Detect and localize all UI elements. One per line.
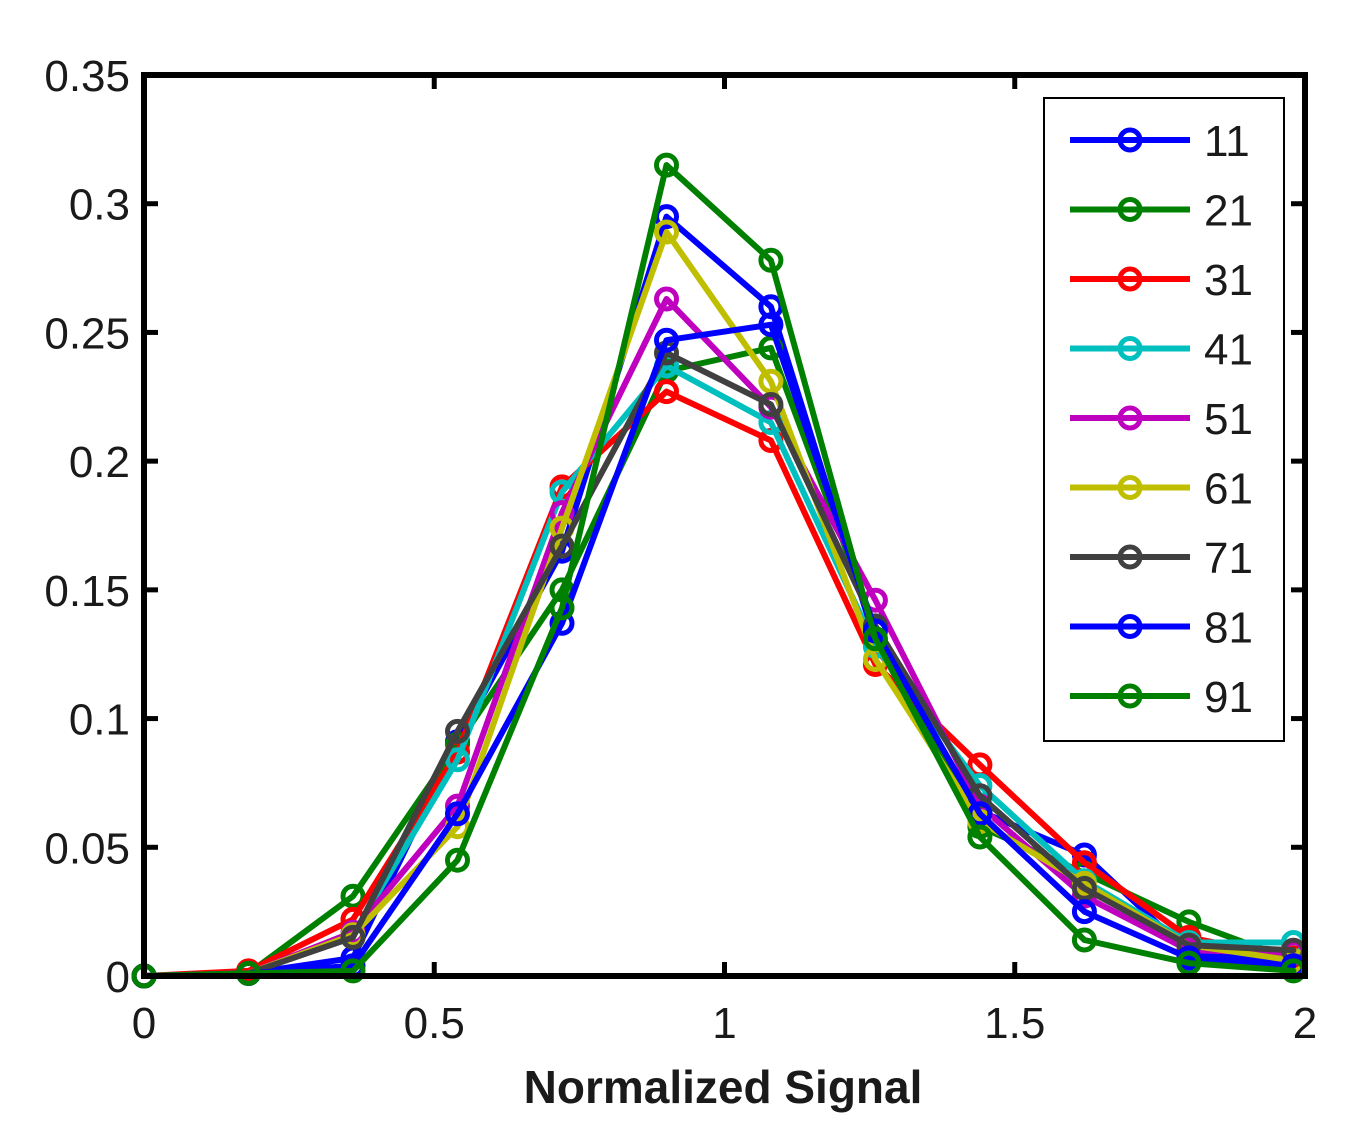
x-tick-label: 0 xyxy=(132,999,156,1048)
data-point-71-9 xyxy=(1071,876,1097,901)
y-tick-label: 0 xyxy=(106,953,130,1002)
data-point-71-3 xyxy=(445,718,470,744)
y-tick-label: 0.3 xyxy=(69,181,130,230)
data-point-81-5 xyxy=(654,327,679,353)
legend-label: 11 xyxy=(1204,117,1250,166)
series-line-91 xyxy=(141,162,1297,979)
x-tick-label: 2 xyxy=(1293,999,1317,1048)
data-point-61-5 xyxy=(654,219,679,245)
legend-label: 91 xyxy=(1204,673,1253,722)
legend-swatch-marker xyxy=(1117,266,1143,292)
legend-label: 21 xyxy=(1204,187,1253,236)
data-point-91-9 xyxy=(1071,927,1097,953)
data-point-91-5 xyxy=(654,152,679,178)
legend-swatch-marker xyxy=(1117,197,1143,222)
x-axis-title: Normalized Signal xyxy=(524,1061,923,1113)
legend-entry-11: 11 xyxy=(1070,117,1250,166)
legend-entry-31: 31 xyxy=(1070,256,1253,305)
legend-entry-21: 21 xyxy=(1070,187,1253,236)
legend-swatch-marker xyxy=(1117,475,1143,500)
legend-entry-61: 61 xyxy=(1070,465,1253,514)
y-tick-label: 0.15 xyxy=(44,567,130,616)
legend-label: 51 xyxy=(1204,395,1253,444)
data-point-71-2 xyxy=(340,924,366,950)
x-tick-label: 1 xyxy=(712,999,736,1048)
legend-swatch-marker xyxy=(1117,127,1143,153)
legend-entry-51: 51 xyxy=(1070,395,1253,444)
series-line-81 xyxy=(141,321,1297,979)
legend-entry-41: 41 xyxy=(1070,326,1253,375)
data-point-91-7 xyxy=(862,626,888,652)
legend-label: 71 xyxy=(1204,534,1253,583)
x-tick-label: 1.5 xyxy=(984,999,1045,1048)
data-point-81-3 xyxy=(445,801,470,827)
axes-layer: 0 0.5 1 1.5 2 0 0.05 0.1 0.15 0.2 0.25 0.3 0.35 xyxy=(44,52,1317,1048)
legend-swatch-marker xyxy=(1117,405,1143,431)
data-point-91-6 xyxy=(758,247,784,273)
series-line-21 xyxy=(141,344,1297,979)
y-tick-label: 0.1 xyxy=(69,696,130,745)
data-point-51-5 xyxy=(654,286,679,312)
series-line-11 xyxy=(141,213,1297,979)
data-point-31-5 xyxy=(654,379,679,405)
legend-entry-71: 71 xyxy=(1070,534,1253,583)
legend-swatch-marker xyxy=(1117,544,1143,570)
series-line-31 xyxy=(141,388,1297,979)
data-point-91-8 xyxy=(967,824,993,850)
legend: 11 21 31 41 51 61 71 81 91 xyxy=(1043,97,1285,742)
data-point-61-6 xyxy=(758,368,784,394)
data-point-81-6 xyxy=(758,312,784,338)
legend-label: 61 xyxy=(1204,465,1253,514)
y-tick-label: 0.2 xyxy=(69,438,130,487)
data-point-91-3 xyxy=(445,847,470,873)
legend-swatch-marker xyxy=(1117,336,1143,361)
data-point-91-4 xyxy=(549,595,575,621)
legend-entry-81: 81 xyxy=(1070,604,1253,653)
data-point-91-2 xyxy=(340,958,366,984)
data-point-71-6 xyxy=(758,392,784,417)
series-line-71 xyxy=(141,350,1297,979)
y-tick-label: 0.25 xyxy=(44,309,130,358)
y-tick-label: 0.05 xyxy=(44,824,130,873)
legend-swatch-marker xyxy=(1117,614,1143,639)
data-point-21-2 xyxy=(340,883,366,909)
legend-label: 81 xyxy=(1204,604,1253,653)
legend-label: 31 xyxy=(1204,256,1253,305)
x-tick-label: 0.5 xyxy=(404,999,465,1048)
legend-label: 41 xyxy=(1204,326,1253,375)
legend-entry-91: 91 xyxy=(1070,673,1253,722)
data-point-71-4 xyxy=(549,533,575,559)
data-point-81-9 xyxy=(1071,899,1097,925)
data-point-41-3 xyxy=(445,747,470,773)
legend-swatch-marker xyxy=(1117,683,1143,709)
y-tick-label: 0.35 xyxy=(44,52,130,101)
